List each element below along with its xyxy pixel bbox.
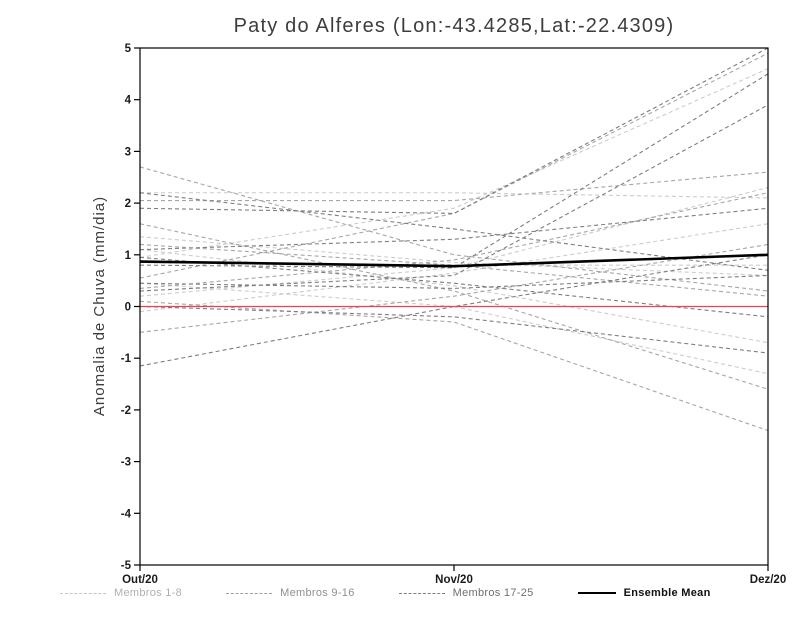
y-tick-label: 2 xyxy=(125,198,131,210)
x-tick-label: Nov/20 xyxy=(435,574,473,586)
member-line-4 xyxy=(139,282,769,375)
member-line-17 xyxy=(139,47,769,214)
member-line-5 xyxy=(139,187,769,297)
legend-item-membros-1-8: Membros 1-8 xyxy=(60,587,182,599)
member-line-12 xyxy=(139,52,769,279)
chart-title: Paty do Alferes (Lon:-43.4285,Lat:-22.43… xyxy=(234,15,675,37)
member-line-1 xyxy=(140,192,769,199)
member-line-18 xyxy=(139,73,769,269)
legend-item-membros-9-16: Membros 9-16 xyxy=(226,587,355,599)
member-line-16 xyxy=(139,192,769,289)
series-layer xyxy=(139,47,769,432)
member-line-24 xyxy=(139,305,769,354)
member-line-21 xyxy=(139,192,769,271)
x-tick-label: Dez/20 xyxy=(750,574,786,586)
legend-item-membros-17-25: Membros 17-25 xyxy=(398,587,534,599)
legend-line-sample-membros-17-25 xyxy=(398,592,445,594)
y-tick-label: -3 xyxy=(121,457,131,469)
y-tick-label: 4 xyxy=(125,95,132,107)
legend-label: Membros 17-25 xyxy=(452,587,534,599)
chart-legend: Membros 1-8 Membros 9-16 Membros 17-25 E… xyxy=(60,587,711,599)
member-line-7 xyxy=(139,223,769,313)
member-line-11 xyxy=(139,223,769,390)
y-tick-label: -5 xyxy=(121,560,132,572)
x-tick-label: Out/20 xyxy=(122,574,158,586)
legend-line-sample-membros-9-16 xyxy=(226,592,273,594)
member-line-6 xyxy=(139,249,769,344)
legend-label: Membros 9-16 xyxy=(280,587,355,599)
y-tick-label: 0 xyxy=(125,302,131,314)
y-tick-label: 1 xyxy=(125,250,132,262)
axis-layer: -5 -4 -3 -2 -1 0 1 2 3 4 5 Out/20 Nov/20 Dez/20 xyxy=(121,43,786,586)
y-tick-label: -1 xyxy=(121,353,132,365)
legend-line-sample-membros-1-8 xyxy=(60,592,106,594)
legend-line-sample-ensemble-mean xyxy=(577,592,616,594)
legend-label: Membros 1-8 xyxy=(114,587,183,599)
member-line-20 xyxy=(139,256,769,318)
y-axis-label: Anomalia de Chuva (mm/dia) xyxy=(91,196,108,416)
member-line-3 xyxy=(139,68,769,258)
y-tick-label: 3 xyxy=(125,146,131,158)
member-line-2 xyxy=(139,236,769,277)
member-line-15 xyxy=(139,243,769,333)
member-line-13 xyxy=(139,300,769,432)
legend-item-ensemble-mean: Ensemble Mean xyxy=(577,587,711,599)
y-tick-label: -4 xyxy=(121,508,132,520)
legend-label: Ensemble Mean xyxy=(623,587,711,599)
member-line-19 xyxy=(139,254,769,367)
y-tick-label: 5 xyxy=(125,43,132,55)
member-line-14 xyxy=(139,243,769,297)
ensemble-mean-line xyxy=(139,253,769,268)
member-line-9 xyxy=(139,166,769,292)
y-tick-label: -2 xyxy=(121,405,131,417)
